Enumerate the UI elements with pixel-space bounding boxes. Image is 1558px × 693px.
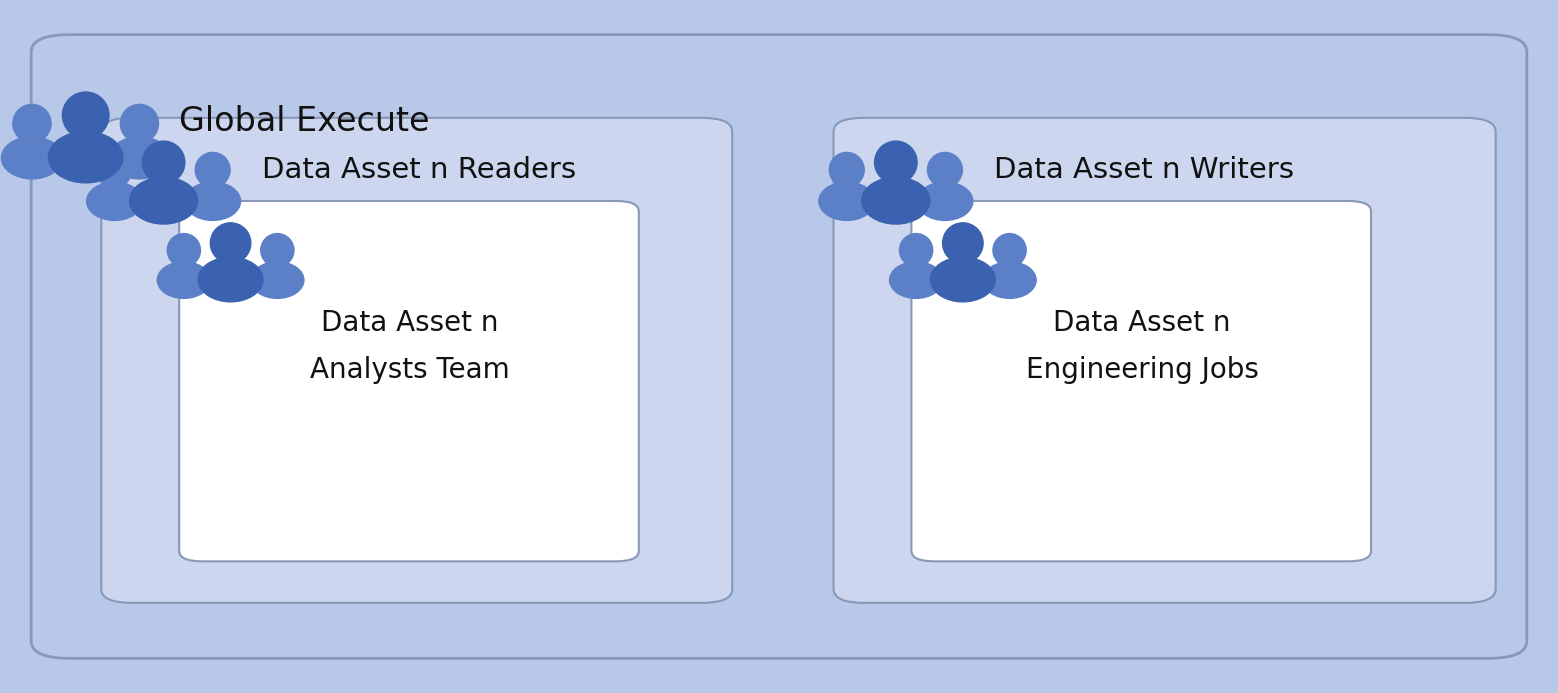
- Ellipse shape: [820, 182, 874, 220]
- Ellipse shape: [930, 257, 996, 302]
- Ellipse shape: [129, 177, 198, 224]
- Ellipse shape: [890, 262, 943, 299]
- FancyBboxPatch shape: [31, 35, 1527, 658]
- Text: Global Execute: Global Execute: [179, 105, 430, 138]
- FancyBboxPatch shape: [834, 118, 1496, 603]
- Text: Data Asset n
Analysts Team: Data Asset n Analysts Team: [310, 308, 509, 385]
- Ellipse shape: [109, 137, 170, 179]
- Text: Data Asset n
Engineering Jobs: Data Asset n Engineering Jobs: [1025, 308, 1259, 385]
- Text: Data Asset n Readers: Data Asset n Readers: [262, 156, 576, 184]
- Ellipse shape: [120, 105, 159, 143]
- Ellipse shape: [195, 152, 231, 187]
- Ellipse shape: [2, 137, 62, 179]
- FancyBboxPatch shape: [179, 201, 639, 561]
- Text: Data Asset n Writers: Data Asset n Writers: [994, 156, 1295, 184]
- Ellipse shape: [927, 152, 963, 187]
- Ellipse shape: [983, 262, 1036, 299]
- Ellipse shape: [167, 234, 201, 267]
- Ellipse shape: [87, 182, 142, 220]
- Ellipse shape: [157, 262, 210, 299]
- Ellipse shape: [260, 234, 294, 267]
- Ellipse shape: [918, 182, 972, 220]
- Ellipse shape: [943, 223, 983, 263]
- Ellipse shape: [142, 141, 185, 184]
- Ellipse shape: [874, 141, 918, 184]
- Ellipse shape: [829, 152, 865, 187]
- Ellipse shape: [48, 132, 123, 183]
- FancyBboxPatch shape: [101, 118, 732, 603]
- Ellipse shape: [12, 105, 51, 143]
- Ellipse shape: [251, 262, 304, 299]
- Ellipse shape: [899, 234, 933, 267]
- FancyBboxPatch shape: [911, 201, 1371, 561]
- Ellipse shape: [862, 177, 930, 224]
- Ellipse shape: [198, 257, 263, 302]
- Ellipse shape: [62, 92, 109, 139]
- Ellipse shape: [210, 223, 251, 263]
- Ellipse shape: [97, 152, 132, 187]
- Ellipse shape: [185, 182, 240, 220]
- Ellipse shape: [992, 234, 1027, 267]
